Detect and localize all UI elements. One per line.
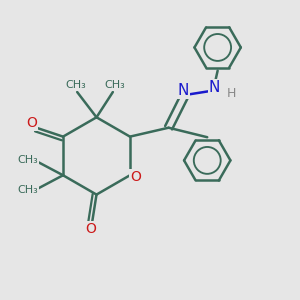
Text: CH₃: CH₃ (104, 80, 125, 90)
Text: N: N (209, 80, 220, 95)
Text: O: O (130, 170, 141, 184)
Text: CH₃: CH₃ (65, 80, 86, 90)
Text: CH₃: CH₃ (17, 155, 38, 165)
Text: CH₃: CH₃ (17, 185, 38, 195)
Text: O: O (85, 222, 96, 236)
Text: H: H (226, 87, 236, 100)
Text: O: O (26, 116, 37, 130)
Text: N: N (178, 83, 189, 98)
